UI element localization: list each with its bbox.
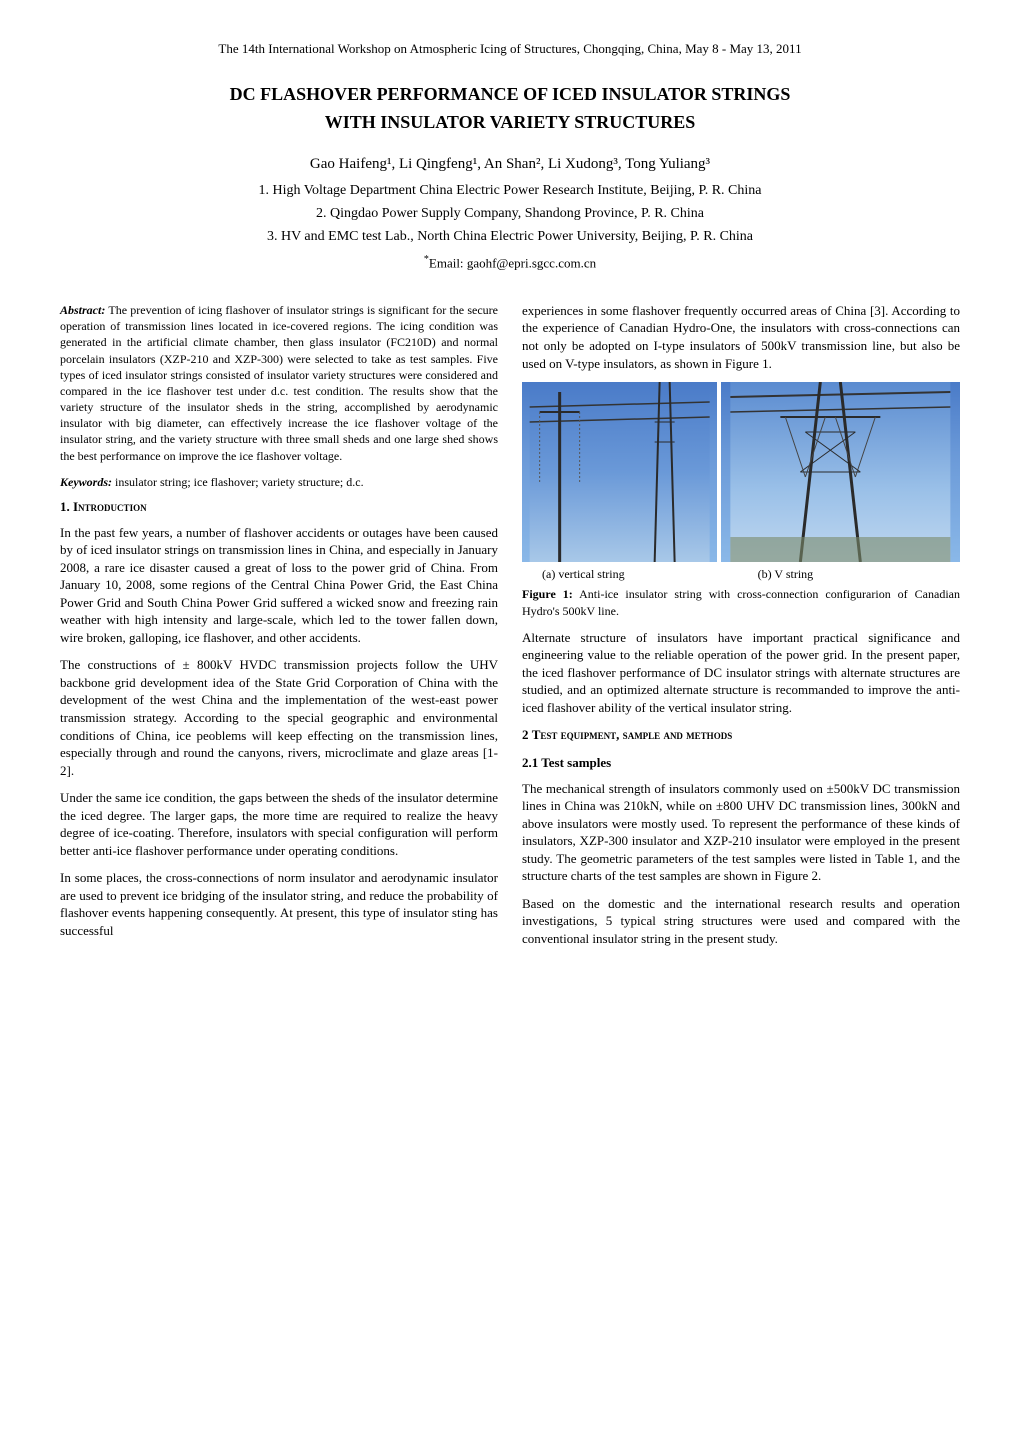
authors: Gao Haifeng¹, Li Qingfeng¹, An Shan², Li… bbox=[60, 154, 960, 174]
figure-1-title: Figure 1: Anti-ice insulator string with… bbox=[522, 586, 960, 618]
figure-1a-image bbox=[522, 382, 717, 562]
figure-1b-image bbox=[721, 382, 960, 562]
affiliation-3: 3. HV and EMC test Lab., North China Ele… bbox=[60, 228, 960, 247]
left-column: Abstract: The prevention of icing flasho… bbox=[60, 302, 498, 958]
figure-1b-caption: (b) V string bbox=[708, 566, 960, 582]
section-1-heading: 1. Introduction bbox=[60, 498, 498, 516]
section-1-num: 1. bbox=[60, 499, 73, 514]
paragraph-2: The constructions of ± 800kV HVDC transm… bbox=[60, 656, 498, 779]
figure-1-subcaptions: (a) vertical string (b) V string bbox=[522, 566, 960, 582]
paragraph-6: Alternate structure of insulators have i… bbox=[522, 629, 960, 717]
two-column-layout: Abstract: The prevention of icing flasho… bbox=[60, 302, 960, 958]
paper-title-line2: WITH INSULATOR VARIETY STRUCTURES bbox=[60, 110, 960, 134]
conference-header: The 14th International Workshop on Atmos… bbox=[60, 40, 960, 58]
paragraph-8: Based on the domestic and the internatio… bbox=[522, 895, 960, 948]
paper-title-line1: DC FLASHOVER PERFORMANCE OF ICED INSULAT… bbox=[60, 82, 960, 106]
tower-illustration-b bbox=[721, 382, 960, 562]
figure-1: (a) vertical string (b) V string Figure … bbox=[522, 382, 960, 619]
paragraph-1: In the past few years, a number of flash… bbox=[60, 524, 498, 647]
corresponding-email: *Email: gaohf@epri.sgcc.com.cn bbox=[60, 253, 960, 272]
section-2-num: 2 bbox=[522, 727, 532, 742]
section-2-text: Test equipment, sample and methods bbox=[532, 727, 732, 742]
section-21-heading: 2.1 Test samples bbox=[522, 754, 960, 772]
right-column: experiences in some flashover frequently… bbox=[522, 302, 960, 958]
paragraph-7: The mechanical strength of insulators co… bbox=[522, 780, 960, 885]
email-value: gaohf@epri.sgcc.com.cn bbox=[467, 255, 596, 270]
paragraph-4: In some places, the cross-connections of… bbox=[60, 869, 498, 939]
figure-1-images bbox=[522, 382, 960, 562]
keywords-block: Keywords: insulator string; ice flashove… bbox=[60, 474, 498, 490]
figure-1-text: Anti-ice insulator string with cross-con… bbox=[522, 587, 960, 617]
tower-illustration-a bbox=[522, 382, 717, 562]
paragraph-5: experiences in some flashover frequently… bbox=[522, 302, 960, 372]
affiliation-2: 2. Qingdao Power Supply Company, Shandon… bbox=[60, 205, 960, 224]
figure-1a-caption: (a) vertical string bbox=[522, 566, 708, 582]
paragraph-3: Under the same ice condition, the gaps b… bbox=[60, 789, 498, 859]
abstract-text: The prevention of icing flashover of ins… bbox=[60, 303, 498, 463]
section-1-text: Introduction bbox=[73, 499, 147, 514]
section-2-heading: 2 Test equipment, sample and methods bbox=[522, 726, 960, 744]
affiliation-1: 1. High Voltage Department China Electri… bbox=[60, 182, 960, 201]
keywords-text: insulator string; ice flashover; variety… bbox=[112, 475, 364, 489]
abstract-block: Abstract: The prevention of icing flasho… bbox=[60, 302, 498, 464]
keywords-label: Keywords: bbox=[60, 475, 112, 489]
figure-1-label: Figure 1: bbox=[522, 587, 573, 601]
email-label: Email: bbox=[429, 255, 467, 270]
abstract-label: Abstract: bbox=[60, 303, 105, 317]
